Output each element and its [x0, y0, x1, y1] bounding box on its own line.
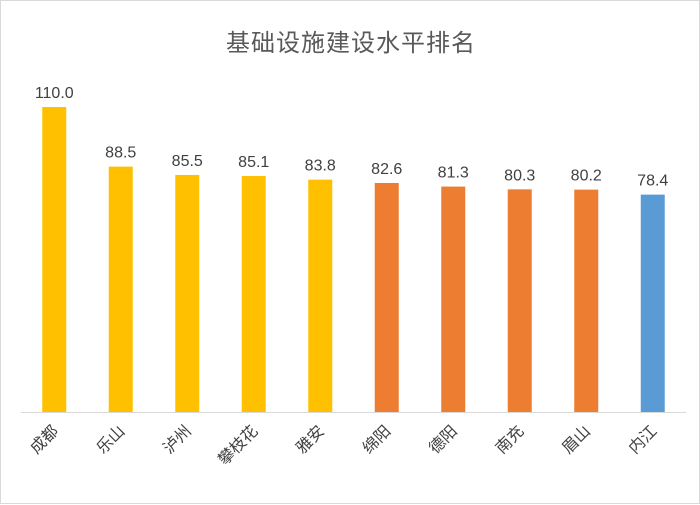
category-label-1: 成都 [26, 421, 62, 457]
category-label-4: 攀枝花 [214, 421, 261, 468]
bar-5 [308, 179, 333, 412]
data-label-9: 80.2 [571, 168, 602, 185]
chart-title: 基础设施建设水平排名 [226, 29, 476, 57]
data-label-4: 85.1 [238, 154, 269, 171]
data-label-2: 88.5 [105, 145, 136, 162]
data-label-5: 83.8 [305, 158, 336, 175]
data-label-7: 81.3 [438, 165, 469, 182]
bar-6 [374, 182, 399, 412]
data-label-1: 110.0 [35, 85, 74, 102]
bar-7 [441, 186, 466, 412]
bar-10 [640, 194, 665, 412]
bar-8 [507, 189, 532, 412]
category-label-9: 眉山 [558, 421, 594, 457]
bar-9 [574, 189, 599, 412]
bar-2 [108, 166, 133, 412]
category-label-3: 泸州 [159, 421, 195, 457]
bar-3 [175, 174, 200, 412]
category-label-2: 乐山 [93, 421, 129, 457]
category-label-8: 南充 [492, 421, 528, 457]
category-label-7: 德阳 [425, 421, 461, 457]
category-label-6: 绵阳 [359, 421, 395, 457]
bar-4 [241, 176, 266, 412]
data-label-6: 82.6 [371, 161, 402, 178]
data-label-10: 78.4 [637, 173, 668, 190]
bar-1 [42, 107, 67, 412]
data-label-3: 85.5 [172, 153, 203, 170]
category-label-10: 内江 [625, 421, 661, 457]
data-label-8: 80.3 [504, 167, 535, 184]
category-label-5: 雅安 [292, 421, 328, 457]
